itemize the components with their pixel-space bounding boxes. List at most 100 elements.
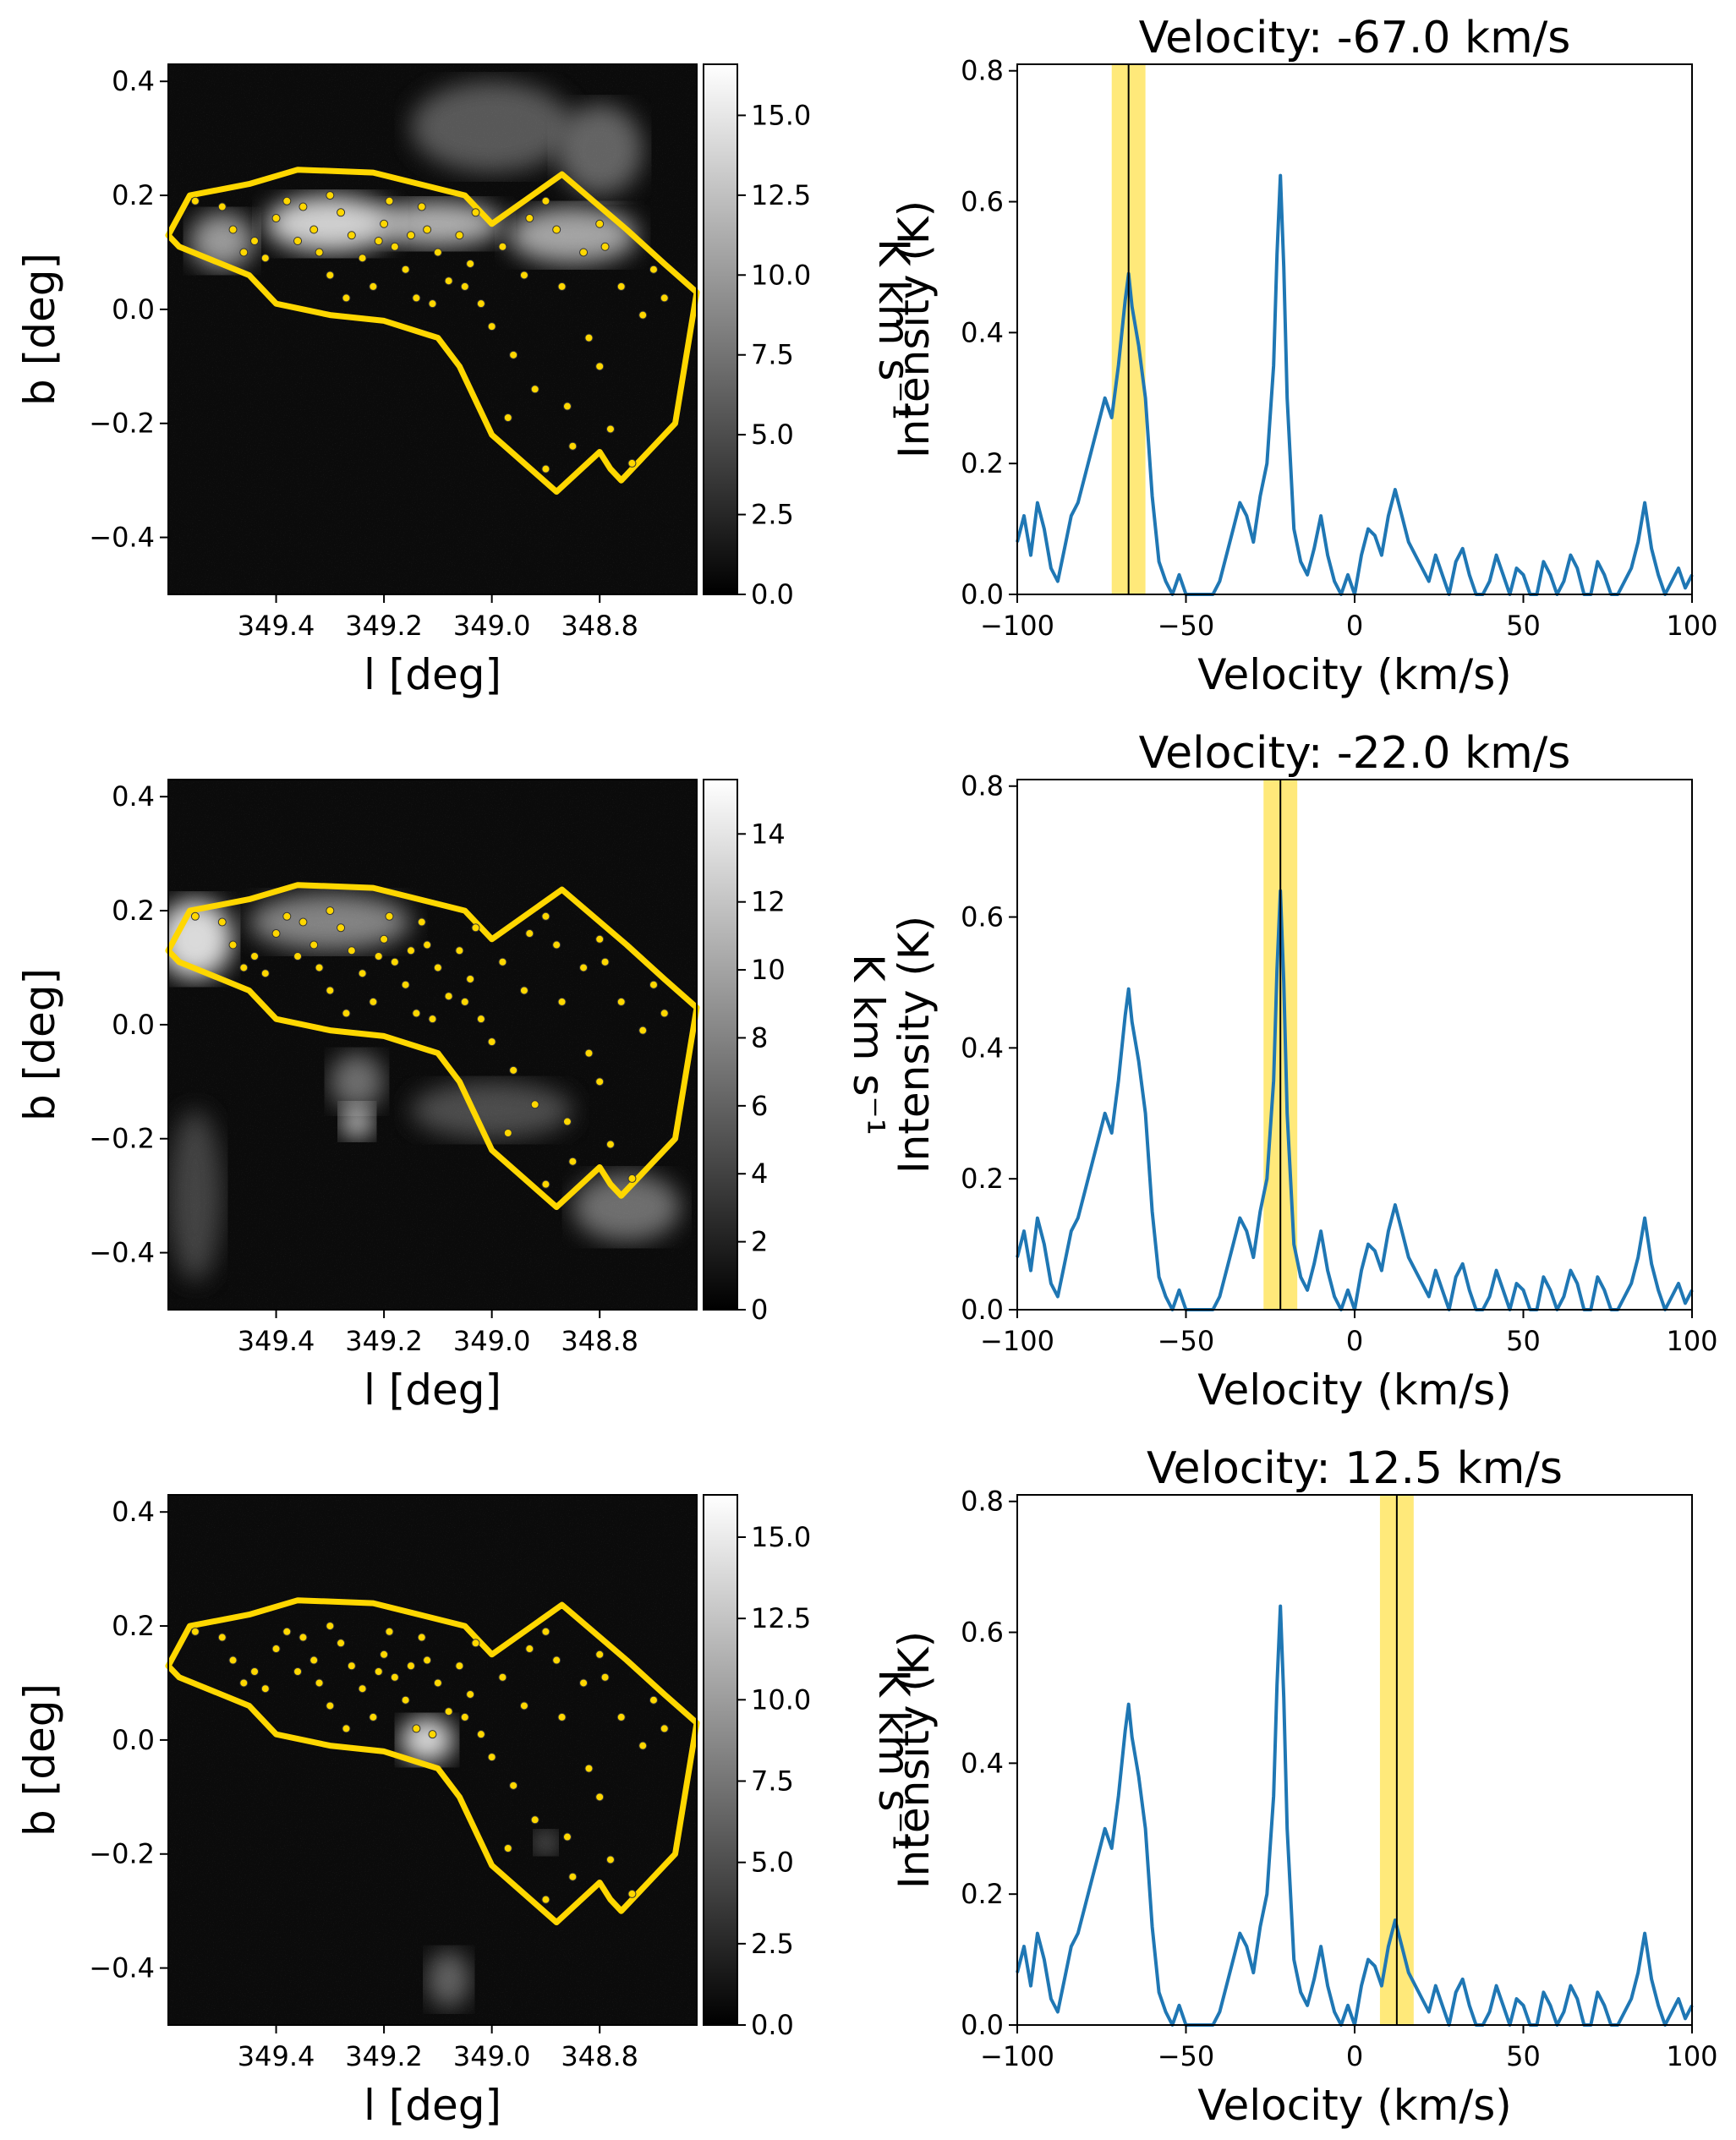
y-tick-label: 0.2: [112, 179, 155, 211]
source-point: [374, 952, 383, 961]
source-point: [337, 923, 346, 933]
x-axis-label: l [deg]: [364, 2081, 501, 2130]
source-point: [315, 963, 324, 972]
x-tick-label: 349.0: [453, 2040, 531, 2072]
source-point: [476, 1015, 485, 1024]
y-tick-label: 0.6: [961, 186, 1004, 218]
x-tick-label: 0: [1346, 1325, 1363, 1357]
source-point: [347, 946, 356, 955]
colorbar-tick-label: 4: [751, 1158, 768, 1190]
y-tick-label: 0.8: [961, 1486, 1004, 1518]
y-tick-label: −0.2: [89, 408, 155, 440]
y-tick-label: 0.2: [112, 895, 155, 927]
source-point: [476, 1730, 485, 1739]
source-point: [509, 350, 518, 359]
source-point: [374, 1667, 383, 1676]
colorbar-label: K km s⁻¹: [869, 1669, 918, 1851]
noise-overlay: [168, 64, 697, 594]
spectrum-panel: −100 −50 0 50 100 0.0 0.2 0.4 0.6 0.8 Velocity: -6…: [890, 13, 1718, 699]
source-point: [412, 1009, 421, 1018]
source-point: [347, 1661, 356, 1671]
x-tick-label: 348.8: [561, 610, 638, 642]
source-point: [471, 923, 480, 933]
source-point: [406, 231, 415, 240]
colorbar-tick-label: 12.5: [751, 1602, 811, 1634]
source-point: [616, 282, 626, 291]
source-point: [503, 1129, 512, 1137]
source-point: [460, 282, 469, 291]
x-tick-label: −100: [980, 610, 1054, 642]
source-point: [342, 1724, 351, 1733]
source-point: [315, 248, 324, 257]
y-tick-label: 0.0: [961, 1294, 1004, 1326]
colorbar-tick-label: 10.0: [751, 259, 811, 291]
x-tick-label: 100: [1666, 2040, 1717, 2072]
noise-overlay: [168, 1495, 697, 2025]
source-point: [309, 1656, 319, 1665]
source-point: [309, 225, 319, 234]
emission-layer: [168, 1495, 697, 2025]
source-point: [401, 265, 410, 274]
emission-layer: [168, 780, 697, 1310]
source-point: [519, 271, 528, 280]
source-point: [595, 1077, 605, 1086]
source-point: [309, 940, 319, 950]
source-point: [541, 1627, 550, 1636]
spectrum-frame: [1016, 779, 1693, 1311]
source-point: [627, 458, 637, 468]
source-point: [260, 254, 270, 263]
source-point: [406, 1661, 415, 1671]
source-point: [498, 242, 507, 251]
colorbar-tick-label: 8: [751, 1021, 768, 1054]
x-tick-label: −100: [980, 1325, 1054, 1357]
source-point: [385, 911, 394, 921]
y-tick-label: 0.4: [961, 1747, 1004, 1779]
source-point: [358, 1684, 367, 1694]
source-point: [326, 191, 335, 200]
source-point: [282, 1627, 292, 1636]
spectrum-panel: −100 −50 0 50 100 0.0 0.2 0.4 0.6 0.8 Velocity: 12…: [890, 1443, 1718, 2130]
source-point: [660, 1724, 669, 1733]
x-axis-label: Velocity (km/s): [1197, 1366, 1512, 1415]
source-point: [487, 1753, 496, 1762]
source-point: [271, 1645, 281, 1654]
x-tick-label: 349.0: [453, 610, 531, 642]
y-tick-label: 0.4: [961, 316, 1004, 348]
source-point: [326, 271, 335, 280]
source-point: [190, 911, 200, 921]
map-panel: 349.4 349.2 349.0 348.8 0.4 0.2 0.0 −0.2 −0.4 l […: [15, 1494, 918, 2130]
source-point: [423, 940, 432, 950]
source-point: [660, 1009, 669, 1018]
source-point: [562, 1832, 572, 1842]
source-point: [471, 208, 480, 217]
colorbar-label: K km s⁻¹: [869, 238, 918, 420]
source-point: [326, 1701, 335, 1710]
x-tick-label: 349.0: [453, 1325, 531, 1357]
source-point: [239, 1678, 249, 1688]
source-point: [326, 906, 335, 916]
source-point: [487, 322, 496, 331]
colorbar-tick-label: 2.5: [751, 499, 794, 531]
x-tick-label: −100: [980, 2040, 1054, 2072]
colorbar-tick-label: 7.5: [751, 339, 794, 371]
y-tick-label: −0.4: [89, 1237, 155, 1269]
source-point: [579, 1678, 589, 1688]
x-axis-label: Velocity (km/s): [1197, 650, 1512, 699]
y-tick-label: 0.0: [961, 2009, 1004, 2041]
source-point: [390, 1672, 399, 1682]
source-point: [358, 254, 367, 263]
source-point: [605, 424, 615, 434]
source-point: [271, 929, 281, 939]
source-point: [380, 934, 389, 944]
colorbar-tick-label: 7.5: [751, 1765, 794, 1798]
colorbar-tick-label: 0: [751, 1294, 768, 1326]
source-point: [460, 997, 469, 1006]
source-point: [374, 237, 383, 245]
source-point: [498, 1672, 507, 1682]
spectrum-panel: −100 −50 0 50 100 0.0 0.2 0.4 0.6 0.8 Velocity: -2…: [890, 728, 1718, 1415]
source-point: [552, 1656, 561, 1665]
source-point: [217, 202, 227, 211]
y-axis-label: Intensity (K): [890, 200, 939, 458]
source-point: [455, 1661, 464, 1671]
source-point: [638, 310, 648, 320]
